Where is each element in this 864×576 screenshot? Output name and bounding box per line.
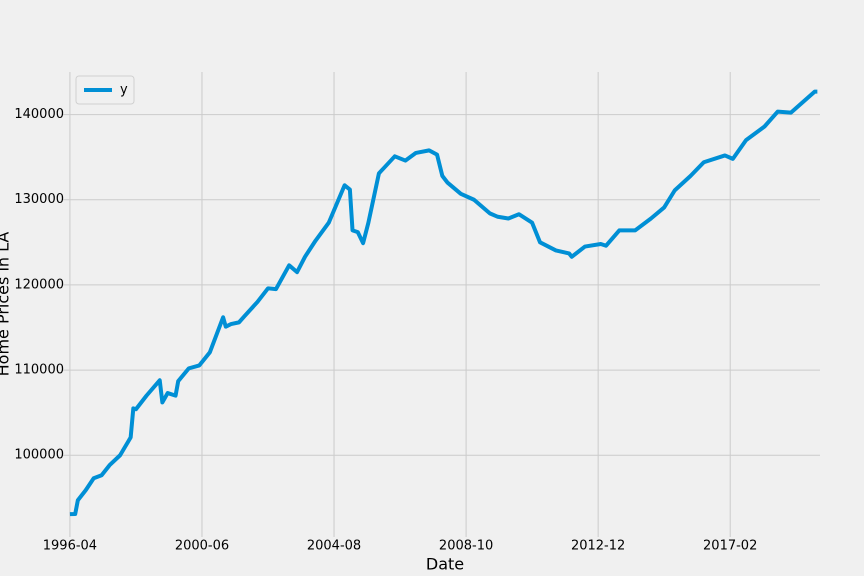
y-tick-label: 140000: [14, 107, 64, 122]
y-tick-label: 130000: [14, 192, 64, 207]
legend: y: [75, 75, 135, 105]
y-tick-label: 100000: [14, 448, 64, 463]
x-tick-label: 1996-04: [43, 539, 97, 554]
y-tick-label: 120000: [14, 277, 64, 292]
x-tick-label: 2004-08: [307, 539, 361, 554]
x-tick-label: 2012-12: [571, 539, 625, 554]
x-axis-title: Date: [426, 555, 464, 574]
y-tick-label: 110000: [14, 363, 64, 378]
line-series: [69, 89, 818, 517]
x-tick-label: 2000-06: [175, 539, 229, 554]
x-tick-label: 2017-02: [703, 539, 757, 554]
y-axis-title: Home Prices in LA: [0, 232, 13, 377]
x-tick-label: 2008-10: [439, 539, 493, 554]
legend-label: y: [120, 83, 128, 98]
